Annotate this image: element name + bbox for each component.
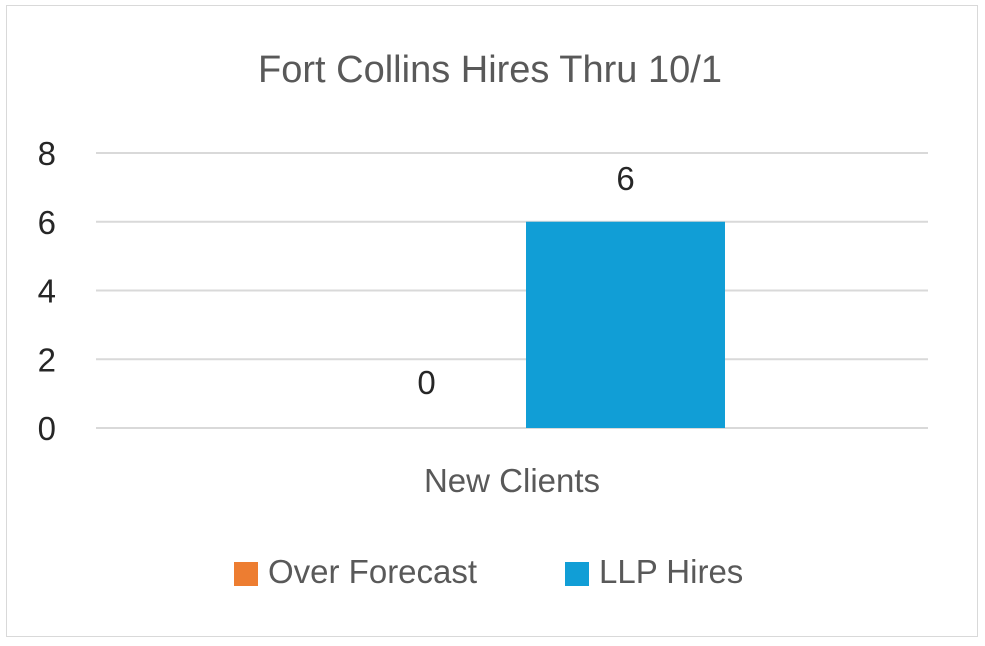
y-tick-label: 0 bbox=[38, 410, 56, 447]
data-label: 6 bbox=[616, 160, 634, 197]
chart-frame bbox=[6, 5, 978, 637]
legend-swatch bbox=[565, 562, 589, 586]
x-category-label: New Clients bbox=[424, 462, 600, 499]
y-tick-label: 4 bbox=[38, 273, 56, 310]
x-axis: New Clients bbox=[424, 462, 600, 499]
legend-swatch bbox=[234, 562, 258, 586]
y-tick-label: 6 bbox=[38, 204, 56, 241]
y-axis: 0 2 4 6 8 bbox=[38, 135, 56, 447]
legend-label: LLP Hires bbox=[599, 553, 743, 590]
data-label: 0 bbox=[417, 364, 435, 401]
data-labels: 06 bbox=[417, 160, 634, 401]
chart-title: Fort Collins Hires Thru 10/1 bbox=[258, 49, 722, 91]
legend-label: Over Forecast bbox=[268, 553, 477, 590]
bars bbox=[526, 221, 725, 428]
bar-llp-hires bbox=[526, 221, 725, 428]
y-tick-label: 8 bbox=[38, 135, 56, 172]
y-tick-label: 2 bbox=[38, 341, 56, 378]
legend: Over Forecast LLP Hires bbox=[234, 553, 743, 590]
gridlines bbox=[96, 152, 928, 429]
